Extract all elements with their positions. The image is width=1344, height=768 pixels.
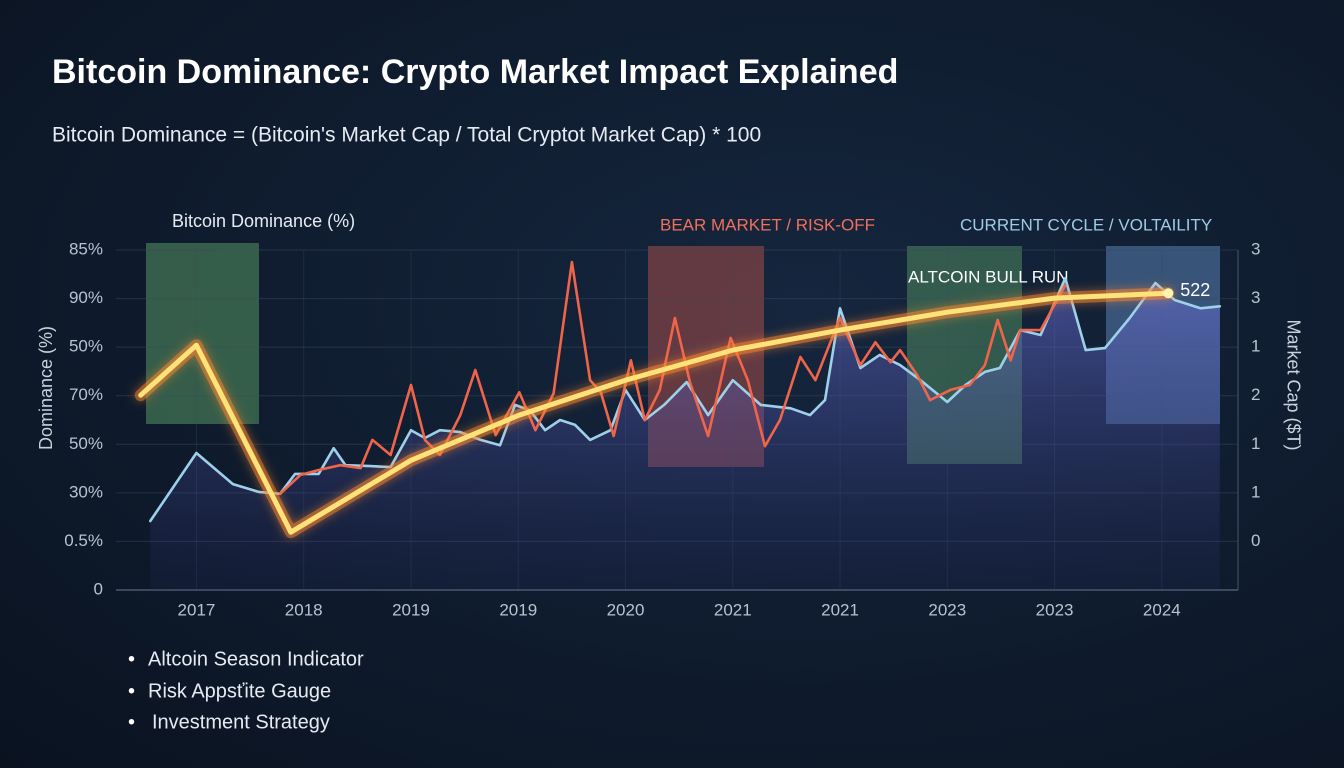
- end-label: 522: [1180, 280, 1210, 300]
- y-tick-label: 50%: [69, 337, 103, 356]
- bullet-text: Altcoin Season Indicator: [148, 648, 364, 670]
- annotation: BEAR MARKET / RISK-OFF: [660, 215, 875, 234]
- y-tick-label: 70%: [69, 385, 103, 404]
- y2-tick-label: 0: [1251, 531, 1260, 550]
- x-tick-label: 2019: [392, 600, 430, 619]
- annotation: ALTCOIN BULL RUN: [908, 267, 1069, 286]
- y2-axis-title: Market Cap ($T): [1283, 319, 1303, 450]
- y2-tick-label: 3: [1251, 288, 1260, 307]
- subtitle: Bitcoin Dominance = (Bitcoin's Market Ca…: [52, 124, 761, 147]
- y2-tick-label: 1: [1251, 482, 1260, 501]
- y2-tick-label: 1: [1251, 434, 1260, 453]
- x-tick-label: 2023: [928, 600, 966, 619]
- annotation: CURRENT CYCLE / VOLTAILITY: [960, 215, 1212, 234]
- y-tick-label: 90%: [69, 288, 103, 307]
- bullet-text: Investment Strategy: [152, 711, 330, 733]
- x-tick-label: 2019: [499, 600, 537, 619]
- line: [278, 260, 1067, 496]
- x-tick-label: 2017: [178, 600, 216, 619]
- y-tick-label: 50%: [69, 434, 103, 453]
- title: Bitcoin Dominance: Crypto Market Impact …: [52, 53, 898, 91]
- band: [146, 243, 259, 424]
- y-tick-label: 0: [94, 579, 103, 598]
- line: [138, 290, 1171, 535]
- bullet: •: [128, 680, 135, 702]
- y-axis-title: Dominance (%): [36, 326, 56, 450]
- area: [150, 278, 1220, 590]
- y-tick-label: 85%: [69, 239, 103, 258]
- x-tick-label: 2023: [1036, 600, 1074, 619]
- bullet-text: Risk Appsťite Gauge: [148, 680, 331, 702]
- bullets: • Altcoin Season Indicator • Risk Appsťi…: [128, 648, 364, 733]
- legend-title: Bitcoin Dominance (%): [172, 211, 355, 231]
- x-tick-label: 2020: [607, 600, 645, 619]
- x-tick-label: 2021: [714, 600, 752, 619]
- y2-tick-label: 2: [1251, 385, 1260, 404]
- x-tick-label: 2024: [1143, 600, 1181, 619]
- bullet: •: [128, 648, 135, 670]
- y-tick-label: 0.5%: [64, 531, 103, 550]
- bullet: •: [128, 711, 135, 733]
- y2-tick-label: 3: [1251, 239, 1260, 258]
- y-tick-label: 30%: [69, 482, 103, 501]
- end-point: [1163, 288, 1174, 299]
- x-tick-label: 2018: [285, 600, 323, 619]
- y2-tick-label: 1: [1251, 337, 1260, 356]
- x-tick-label: 2021: [821, 600, 859, 619]
